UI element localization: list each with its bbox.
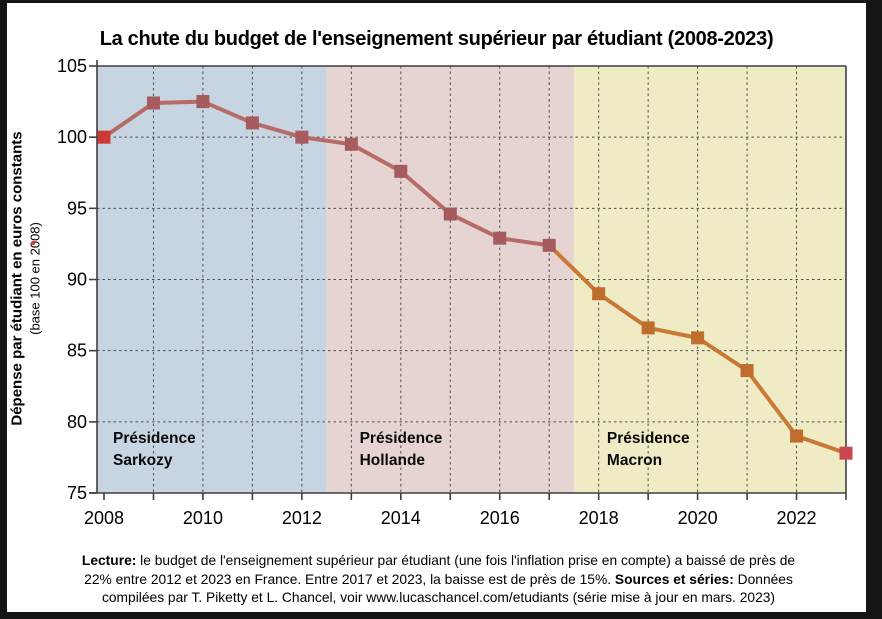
stray-dot [31,241,35,245]
footer-line: compilées par T. Piketty et L. Chancel, … [11,589,866,608]
data-point-2012 [295,130,309,144]
data-point-2020 [691,331,705,345]
y-axis-label-main: Dépense par étudiant en euros constants [8,131,26,426]
data-point-2008 [97,130,111,144]
data-point-2011 [245,116,259,130]
region-label-line1: Présidence [359,430,443,447]
data-point-2013 [344,137,358,151]
region-label-hollande: Présidence Hollande [360,428,443,472]
data-point-2018 [592,287,606,301]
footer-note: Lecture: le budget de l'enseignement sup… [11,552,866,608]
data-point-2017 [542,238,556,252]
footer-bold-segment: Sources et séries: [614,571,734,587]
region-label-line2: Macron [606,452,663,469]
x-tick-label: 2014 [381,508,421,528]
x-tick-label: 2018 [579,508,619,528]
region-label-line2: Hollande [359,452,426,469]
x-tick-label: 2016 [480,508,520,528]
data-point-2022 [790,429,804,443]
data-point-2019 [641,321,655,335]
y-tick-label: 105 [57,56,87,76]
y-tick-label: 85 [67,341,87,361]
y-tick-label: 90 [67,270,87,290]
region-label-line1: Présidence [606,430,690,447]
x-tick-label: 2012 [282,508,322,528]
data-point-2016 [493,231,507,245]
footer-bold-segment: Lecture: [81,553,137,568]
footer-text-segment: Données [733,571,793,587]
y-tick-label: 95 [67,198,87,218]
region-label-macron: Présidence Macron [607,428,690,472]
footer-text-segment: 22% entre 2012 et 2023 en France. Entre … [84,571,615,587]
y-axis-label-sub: (base 100 en 2008) [27,222,43,335]
y-axis-label: Dépense par étudiant en euros constants … [9,64,44,494]
x-tick-label: 2008 [84,508,124,528]
footer-text-segment: le budget de l'enseignement supérieur pa… [136,553,796,568]
x-tick-label: 2020 [678,508,718,528]
footer-text-segment: compilées par T. Piketty et L. Chancel, … [101,590,776,606]
chart-title: La chute du budget de l'enseignement sup… [99,28,774,51]
footer-line: 22% entre 2012 et 2023 en France. Entre … [11,571,866,590]
footer-line: Lecture: le budget de l'enseignement sup… [11,552,866,571]
data-point-2021 [740,364,754,378]
region-band-sarkozy [97,66,327,493]
region-label-line2: Sarkozy [113,452,173,469]
x-tick-label: 2022 [777,508,817,528]
data-point-2009 [146,96,160,110]
data-point-2014 [394,164,408,178]
y-tick-label: 100 [57,127,87,147]
series-line-2008-2017 [102,99,552,248]
region-label-line1: Présidence [113,430,196,447]
data-point-2023 [839,446,853,460]
y-tick-label: 80 [67,412,87,432]
y-tick-label: 75 [67,483,87,503]
region-label-sarkozy: Présidence Sarkozy [113,428,196,472]
data-point-2015 [443,207,457,221]
data-point-2010 [196,95,210,109]
x-tick-label: 2010 [183,508,223,528]
